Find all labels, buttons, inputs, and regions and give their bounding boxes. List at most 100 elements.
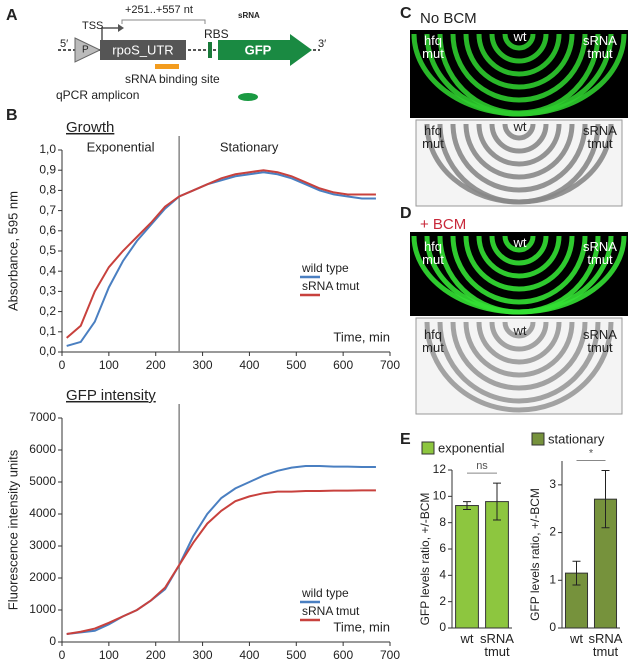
strain-label: hfq mut: [422, 239, 444, 267]
x-tick-label: 100: [99, 358, 119, 372]
series-line: [66, 489, 376, 635]
x-tick-label: wt: [460, 631, 474, 646]
streak: [424, 123, 614, 205]
legend-label: sRNA tmut: [302, 279, 360, 293]
bar: [455, 505, 479, 629]
strain-label: wt: [513, 119, 527, 134]
legend-label: exponential: [438, 440, 505, 455]
strain-label: sRNA tmut: [583, 327, 617, 355]
y-tick-label: 3000: [29, 538, 56, 552]
y-tick-label: 8: [439, 515, 446, 529]
x-tick-label: 300: [193, 648, 213, 662]
significance-label: *: [589, 447, 594, 459]
significance-label: ns: [476, 460, 488, 472]
phase-label: Stationary: [220, 139, 279, 154]
image-title: No BCM: [420, 10, 477, 27]
tss-arrow: [101, 27, 118, 40]
x-tick-label: 300: [193, 358, 213, 372]
plates: [410, 30, 628, 415]
strain-label: sRNA tmut: [583, 123, 617, 151]
series-line: [66, 171, 376, 347]
x-tick-label: wt: [570, 631, 583, 646]
y-axis-label: Fluorescence intensity units: [5, 449, 20, 610]
phase-label: Exponential: [87, 139, 155, 154]
gfp-label: GFP: [245, 42, 272, 57]
y-tick-label: 2: [439, 594, 446, 608]
x-tick-label: 200: [146, 648, 166, 662]
panel-label: A: [6, 7, 18, 24]
y-axis-label: GFP levels ratio, +/-BCM: [528, 488, 542, 621]
tss-label: TSS: [82, 20, 103, 32]
streak: [476, 321, 562, 365]
y-tick-label: 0,1: [39, 324, 56, 338]
y-tick-label: 0,3: [39, 284, 56, 298]
y-tick-label: 1: [549, 572, 556, 586]
strain-label: hfq mut: [422, 123, 444, 151]
streak: [424, 321, 614, 413]
strain-label: wt: [513, 235, 527, 250]
range-bracket: [121, 19, 206, 24]
streak: [502, 33, 536, 51]
strain-label: sRNA tmut: [583, 33, 617, 61]
x-tick-label: 600: [333, 648, 353, 662]
strain-label: wt: [513, 29, 527, 44]
y-tick-label: 0,7: [39, 203, 56, 217]
streak: [476, 235, 562, 279]
five-prime: 5′: [60, 38, 68, 50]
y-tick-label: 0,9: [39, 162, 56, 176]
error-bar: [463, 501, 471, 510]
y-tick-label: 0,8: [39, 183, 56, 197]
strain-label: hfq mut: [422, 33, 444, 61]
range-label: +251..+557 nt: [125, 4, 193, 16]
x-tick-label: 700: [380, 648, 400, 662]
x-tick-label: 600: [333, 358, 353, 372]
y-tick-label: 1000: [29, 602, 56, 616]
x-tick-label: 400: [239, 358, 259, 372]
y-tick-label: 0: [549, 620, 556, 634]
x-tick-label: 0: [59, 648, 66, 662]
y-tick-label: 2000: [29, 570, 56, 584]
y-tick-label: 3: [549, 477, 556, 491]
streak: [411, 33, 627, 117]
y-tick-label: 5000: [29, 474, 56, 488]
y-tick-label: 4000: [29, 506, 56, 520]
y-tick-label: 12: [433, 462, 447, 476]
streak: [437, 321, 601, 404]
streak: [489, 33, 549, 64]
image-title: + BCM: [420, 216, 467, 233]
utr-box: [100, 40, 186, 60]
binding-label: sRNA binding site: [125, 72, 220, 86]
x-tick-label: sRNA tmut: [480, 631, 514, 659]
x-tick-label: 0: [59, 358, 66, 372]
strain-label: sRNA tmut: [583, 239, 617, 267]
srna-label: sRNA: [238, 11, 260, 20]
x-tick-label: 400: [239, 648, 259, 662]
streak: [411, 235, 627, 315]
construct-diagram: P TSS +251..+557 nt sRNA rpoS_UTR RBS GF…: [56, 4, 326, 102]
y-tick-label: 10: [433, 489, 447, 503]
promoter-label: P: [82, 45, 89, 56]
y-tick-label: 0,5: [39, 243, 56, 257]
y-tick-label: 0: [439, 620, 446, 634]
x-tick-label: 500: [286, 358, 306, 372]
promoter: [74, 37, 102, 63]
amplicon: [238, 93, 258, 101]
streak: [502, 123, 536, 141]
y-tick-label: 0,0: [39, 344, 56, 358]
legend-swatch: [531, 432, 545, 446]
bar: [485, 501, 509, 629]
streak: [463, 33, 575, 90]
streak: [502, 321, 536, 339]
y-axis-label: Absorbance, 595 nm: [5, 191, 20, 311]
three-prime: 3′: [318, 38, 326, 50]
y-tick-label: 0,2: [39, 304, 56, 318]
streak: [489, 123, 549, 154]
utr-label: rpoS_UTR: [112, 42, 173, 57]
streak: [450, 123, 588, 193]
streak: [476, 123, 562, 167]
panel-label: C: [400, 5, 412, 22]
amplicon-label: qPCR amplicon: [56, 88, 139, 102]
strain-label: wt: [513, 323, 527, 338]
